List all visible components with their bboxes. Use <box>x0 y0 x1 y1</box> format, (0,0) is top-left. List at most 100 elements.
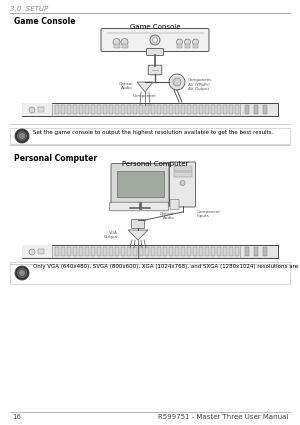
FancyBboxPatch shape <box>110 202 168 211</box>
Bar <box>116 171 164 197</box>
Bar <box>79 105 83 114</box>
Bar <box>254 247 258 256</box>
Bar <box>145 105 149 114</box>
Bar <box>169 105 173 114</box>
Bar <box>217 105 221 114</box>
Text: Personal Computer: Personal Computer <box>14 154 97 163</box>
Bar <box>163 105 167 114</box>
FancyBboxPatch shape <box>22 245 278 258</box>
Bar <box>263 105 267 114</box>
Bar <box>151 247 155 256</box>
Circle shape <box>29 107 35 113</box>
Bar <box>133 247 137 256</box>
Circle shape <box>180 181 185 185</box>
Bar <box>103 247 107 256</box>
Bar <box>187 247 191 256</box>
Circle shape <box>113 39 120 45</box>
Text: Personal Computer: Personal Computer <box>122 161 188 167</box>
Circle shape <box>15 266 29 280</box>
Bar <box>121 247 125 256</box>
Circle shape <box>17 269 26 278</box>
Circle shape <box>152 37 158 42</box>
Text: Component: Component <box>133 94 157 98</box>
Bar <box>211 247 215 256</box>
Bar <box>91 105 95 114</box>
Bar <box>157 105 161 114</box>
Bar <box>245 247 249 256</box>
Circle shape <box>20 270 25 275</box>
Bar <box>163 247 167 256</box>
FancyBboxPatch shape <box>22 103 278 116</box>
Bar <box>139 105 143 114</box>
Bar <box>97 105 101 114</box>
Bar <box>205 247 209 256</box>
Bar <box>193 105 197 114</box>
Bar <box>217 247 221 256</box>
Bar <box>97 247 101 256</box>
Bar <box>133 105 137 114</box>
Bar <box>38 249 44 254</box>
Bar <box>199 105 203 114</box>
Bar <box>22 245 52 258</box>
Bar <box>254 105 258 114</box>
Bar <box>61 247 65 256</box>
Circle shape <box>121 39 128 45</box>
Circle shape <box>173 78 181 86</box>
Bar <box>245 105 249 114</box>
Text: Component
AV (YPbPr)
AV Output: Component AV (YPbPr) AV Output <box>188 78 212 91</box>
Circle shape <box>176 39 182 45</box>
Bar <box>127 105 131 114</box>
Bar <box>115 105 119 114</box>
Bar <box>229 105 233 114</box>
Bar <box>193 247 197 256</box>
Text: Only VGA (640x480), SVGA (800x600), XGA (1024x768), and SXGA (1280x1024) resolut: Only VGA (640x480), SVGA (800x600), XGA … <box>33 264 300 269</box>
Text: Game Console: Game Console <box>14 17 76 26</box>
Bar <box>263 247 267 256</box>
FancyBboxPatch shape <box>169 162 196 207</box>
Bar <box>85 105 89 114</box>
Bar <box>181 247 185 256</box>
Bar <box>145 247 149 256</box>
Circle shape <box>29 249 35 255</box>
Bar <box>173 166 191 171</box>
Bar <box>157 247 161 256</box>
Polygon shape <box>137 82 153 92</box>
Bar <box>91 247 95 256</box>
FancyBboxPatch shape <box>111 164 169 204</box>
FancyBboxPatch shape <box>101 28 209 51</box>
Bar <box>73 105 77 114</box>
Circle shape <box>150 35 160 45</box>
Bar <box>205 105 209 114</box>
Bar <box>10 128 290 144</box>
Polygon shape <box>128 230 148 240</box>
Bar <box>223 247 227 256</box>
Bar <box>85 247 89 256</box>
Bar <box>151 105 155 114</box>
Text: Optical
Audio: Optical Audio <box>160 212 175 220</box>
FancyBboxPatch shape <box>131 219 145 229</box>
Circle shape <box>17 131 26 141</box>
Bar <box>61 105 65 114</box>
Bar <box>67 247 71 256</box>
Bar <box>109 105 113 114</box>
Bar <box>235 247 239 256</box>
Bar <box>109 247 113 256</box>
FancyBboxPatch shape <box>148 65 162 75</box>
Circle shape <box>15 129 29 143</box>
Bar <box>139 247 143 256</box>
Bar <box>113 44 119 48</box>
FancyBboxPatch shape <box>170 199 179 210</box>
Bar <box>175 105 179 114</box>
Bar <box>103 105 107 114</box>
Bar <box>229 247 233 256</box>
FancyBboxPatch shape <box>146 48 164 56</box>
Text: Game Console: Game Console <box>130 24 180 30</box>
Text: Set the game console to output the highest resolution available to get the best : Set the game console to output the highe… <box>33 130 273 135</box>
Bar <box>55 105 59 114</box>
Bar <box>193 44 198 48</box>
Bar <box>199 247 203 256</box>
Bar <box>38 107 44 112</box>
Bar <box>173 172 191 177</box>
Bar <box>67 105 71 114</box>
Bar <box>127 247 131 256</box>
